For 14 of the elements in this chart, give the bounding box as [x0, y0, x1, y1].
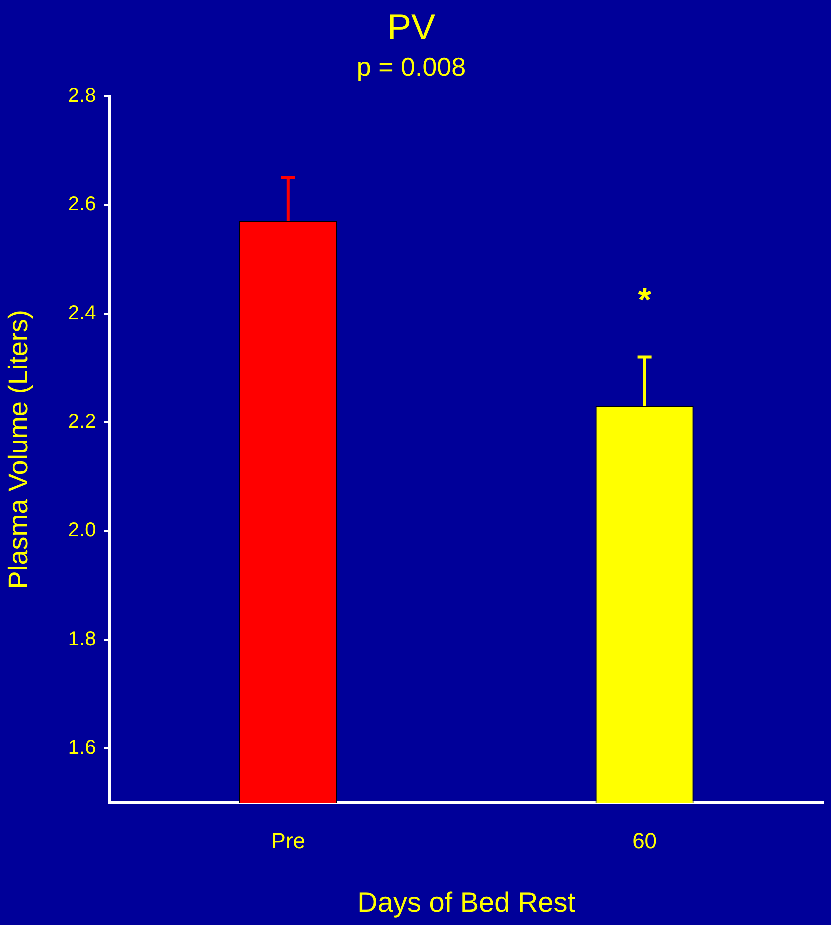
- y-tick-label: 2.2: [68, 411, 96, 434]
- y-tick-label: 2.0: [68, 520, 96, 542]
- y-tick-label: 2.8: [68, 84, 96, 107]
- x-axis-title: Days of Bed Rest: [358, 886, 576, 918]
- x-tick-label: Pre: [271, 828, 306, 854]
- chart-title: PV: [387, 6, 436, 48]
- y-tick-label: 2.4: [68, 302, 96, 324]
- annotation: *: [638, 282, 652, 320]
- y-tick-label: 2.6: [68, 194, 96, 216]
- y-tick-label: 1.8: [68, 628, 96, 650]
- y-axis-title: Plasma Volume (Liters): [4, 310, 34, 590]
- y-tick-label: 1.6: [68, 737, 96, 760]
- x-tick-label: 60: [632, 828, 658, 854]
- chart-subtitle: p = 0.008: [356, 52, 466, 82]
